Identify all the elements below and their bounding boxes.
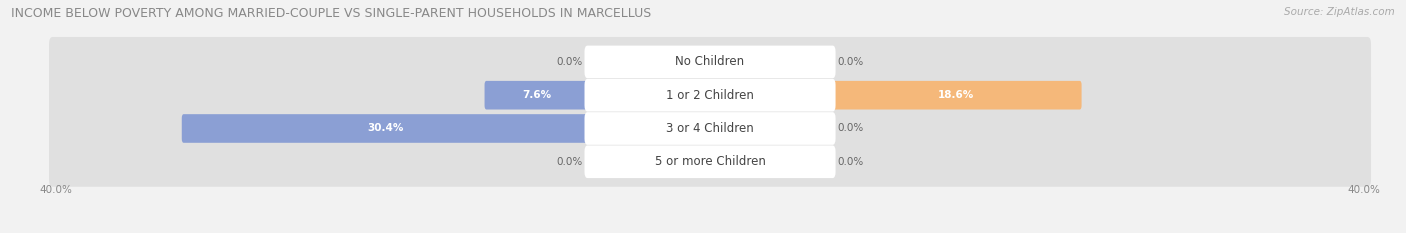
Text: 5 or more Children: 5 or more Children xyxy=(655,155,765,168)
Text: 18.6%: 18.6% xyxy=(938,90,974,100)
Text: 0.0%: 0.0% xyxy=(557,157,582,167)
Text: 0.0%: 0.0% xyxy=(557,57,582,67)
FancyBboxPatch shape xyxy=(831,81,1081,110)
Text: 0.0%: 0.0% xyxy=(838,123,863,134)
Text: 0.0%: 0.0% xyxy=(838,57,863,67)
Text: 0.0%: 0.0% xyxy=(838,157,863,167)
FancyBboxPatch shape xyxy=(585,79,835,112)
Text: 1 or 2 Children: 1 or 2 Children xyxy=(666,89,754,102)
FancyBboxPatch shape xyxy=(485,81,589,110)
FancyBboxPatch shape xyxy=(585,46,835,78)
FancyBboxPatch shape xyxy=(49,37,1371,87)
Text: INCOME BELOW POVERTY AMONG MARRIED-COUPLE VS SINGLE-PARENT HOUSEHOLDS IN MARCELL: INCOME BELOW POVERTY AMONG MARRIED-COUPL… xyxy=(11,7,651,20)
FancyBboxPatch shape xyxy=(49,103,1371,154)
Text: Source: ZipAtlas.com: Source: ZipAtlas.com xyxy=(1284,7,1395,17)
FancyBboxPatch shape xyxy=(49,70,1371,120)
FancyBboxPatch shape xyxy=(181,114,589,143)
Text: 3 or 4 Children: 3 or 4 Children xyxy=(666,122,754,135)
Text: 7.6%: 7.6% xyxy=(523,90,551,100)
FancyBboxPatch shape xyxy=(49,137,1371,187)
FancyBboxPatch shape xyxy=(585,145,835,178)
Text: No Children: No Children xyxy=(675,55,745,69)
Text: 30.4%: 30.4% xyxy=(367,123,404,134)
FancyBboxPatch shape xyxy=(585,112,835,145)
